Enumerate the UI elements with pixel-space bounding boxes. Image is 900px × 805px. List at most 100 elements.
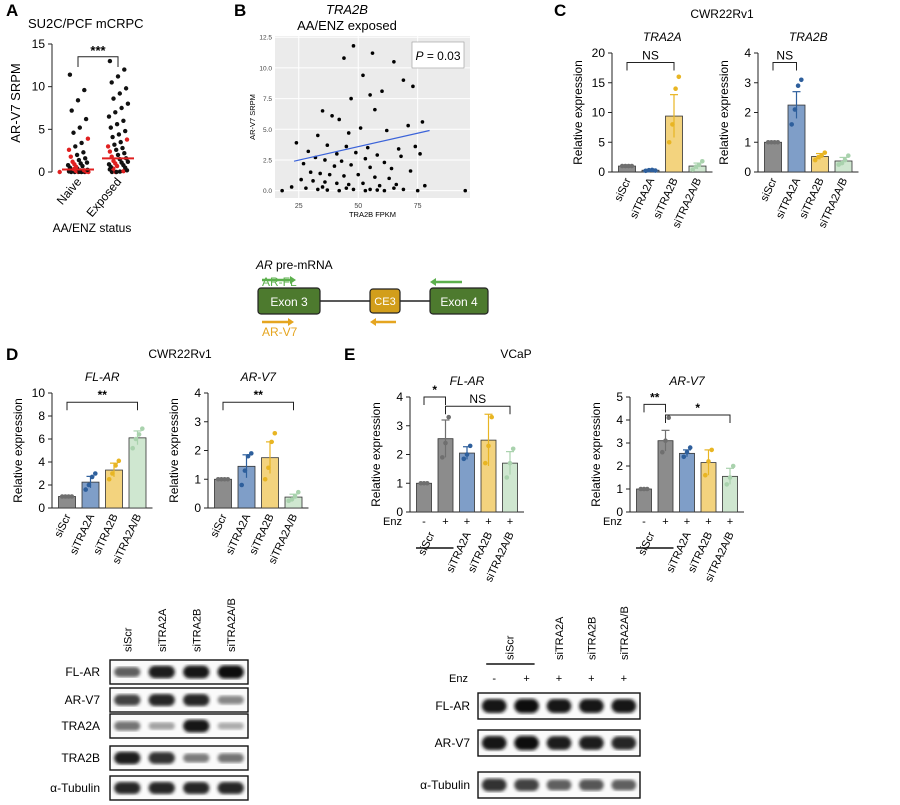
- blot-row-label: TRA2B: [61, 751, 100, 765]
- y-tick-label: 10.0: [259, 65, 272, 72]
- y-axis-label: Relative expression: [369, 402, 383, 507]
- regression-line: [293, 129, 430, 162]
- x-category-label: siScr: [416, 530, 437, 558]
- replicate-point: [69, 494, 75, 499]
- blot-enz-label: Enz: [449, 673, 468, 685]
- y-tick-label: 10: [32, 80, 46, 94]
- protein-band: [148, 722, 175, 730]
- significance-label: NS: [469, 392, 486, 406]
- y-tick-label: 2: [616, 459, 623, 473]
- y-axis-label: Relative expression: [717, 60, 731, 165]
- protein-band: [579, 699, 604, 713]
- data-point: [106, 162, 112, 167]
- protein-band: [611, 736, 637, 750]
- data-point: [306, 149, 311, 154]
- ar-fl-forward-arrowhead: [290, 276, 296, 284]
- replicate-point: [507, 460, 513, 466]
- replicate-point: [222, 476, 227, 482]
- significance-label: ***: [90, 43, 106, 58]
- replicate-point: [136, 432, 142, 437]
- y-axis-label: Relative expression: [11, 398, 25, 503]
- protein-band: [183, 781, 210, 795]
- data-point: [335, 181, 339, 186]
- replicate-point: [66, 494, 71, 499]
- data-point: [117, 169, 123, 174]
- data-point: [342, 56, 346, 60]
- significance-bracket: [445, 405, 511, 415]
- data-point: [109, 80, 114, 85]
- data-point: [320, 109, 325, 113]
- data-point: [77, 125, 83, 130]
- panel-letter-c: C: [554, 1, 566, 20]
- data-point: [115, 74, 121, 79]
- y-tick-label: 5.0: [263, 127, 272, 134]
- protein-band: [148, 781, 175, 795]
- data-point: [375, 153, 380, 157]
- data-point: [368, 165, 372, 170]
- replicate-point: [709, 447, 714, 453]
- blot-lane-label: siScr: [504, 635, 516, 660]
- data-point: [349, 163, 353, 167]
- data-point: [311, 179, 315, 183]
- data-point: [346, 131, 351, 135]
- blot-enz-sign: +: [523, 673, 529, 685]
- replicate-point: [106, 476, 112, 482]
- data-point: [85, 136, 91, 141]
- protein-band: [546, 779, 572, 791]
- exon4-label: Exon 4: [440, 295, 478, 309]
- blot-row-label: FL-AR: [435, 699, 470, 713]
- blot-lane-label: siTRA2B: [586, 617, 598, 660]
- protein-band: [514, 698, 539, 714]
- x-category-label: siScr: [53, 512, 74, 540]
- significance-label: NS: [642, 49, 659, 63]
- replicate-point: [727, 475, 733, 480]
- replicate-point: [638, 486, 644, 492]
- replicate-point: [289, 497, 295, 502]
- data-point: [111, 158, 116, 164]
- y-tick-label: 6: [38, 432, 45, 446]
- panel-e-cell-line: VCaP: [500, 347, 531, 361]
- data-point: [373, 175, 377, 179]
- data-point: [387, 176, 391, 181]
- data-point: [406, 123, 410, 128]
- protein-band: [114, 694, 141, 706]
- data-point: [396, 147, 401, 151]
- data-point: [463, 188, 468, 193]
- panel-letter-a: A: [6, 1, 18, 20]
- blot-lane-label: siTRA2A/B: [619, 606, 631, 660]
- significance-bracket: [222, 401, 294, 411]
- ar-v7-primer-label: AR-V7: [262, 325, 298, 339]
- bar: [679, 452, 695, 513]
- blot-lane-label: siScr: [122, 627, 134, 652]
- data-point: [375, 188, 380, 192]
- ce3-box: [369, 288, 401, 314]
- p-value-number: = 0.03: [423, 49, 460, 63]
- y-axis-label: Relative expression: [571, 60, 585, 165]
- data-point: [320, 185, 325, 189]
- replicate-point: [245, 453, 251, 459]
- data-point: [123, 86, 129, 91]
- blot-row-label: α-Tubulin: [50, 781, 100, 795]
- chart-title: AR-V7: [668, 374, 706, 388]
- data-point: [363, 188, 368, 193]
- replicate-point: [130, 445, 135, 451]
- ar-v7-reverse-arrowhead: [370, 318, 376, 326]
- replicate-point: [489, 414, 495, 420]
- chart-title: TRA2B: [789, 30, 828, 44]
- panel-a-xlabel: AA/ENZ status: [53, 221, 132, 235]
- data-point: [368, 187, 372, 192]
- replicate-point: [86, 482, 92, 488]
- blot-lane-label: siTRA2B: [191, 609, 203, 652]
- y-tick-label: 2: [38, 478, 45, 492]
- replicate-point: [696, 162, 702, 168]
- data-point: [118, 139, 123, 145]
- data-point: [392, 59, 396, 64]
- bar: [764, 141, 782, 173]
- data-point: [323, 158, 327, 162]
- data-point: [70, 159, 75, 164]
- y-tick-label: 1: [616, 482, 623, 496]
- data-point: [361, 181, 365, 186]
- y-tick-label: 5: [616, 390, 623, 404]
- treatment-sign: -: [422, 516, 426, 528]
- data-point: [57, 169, 62, 175]
